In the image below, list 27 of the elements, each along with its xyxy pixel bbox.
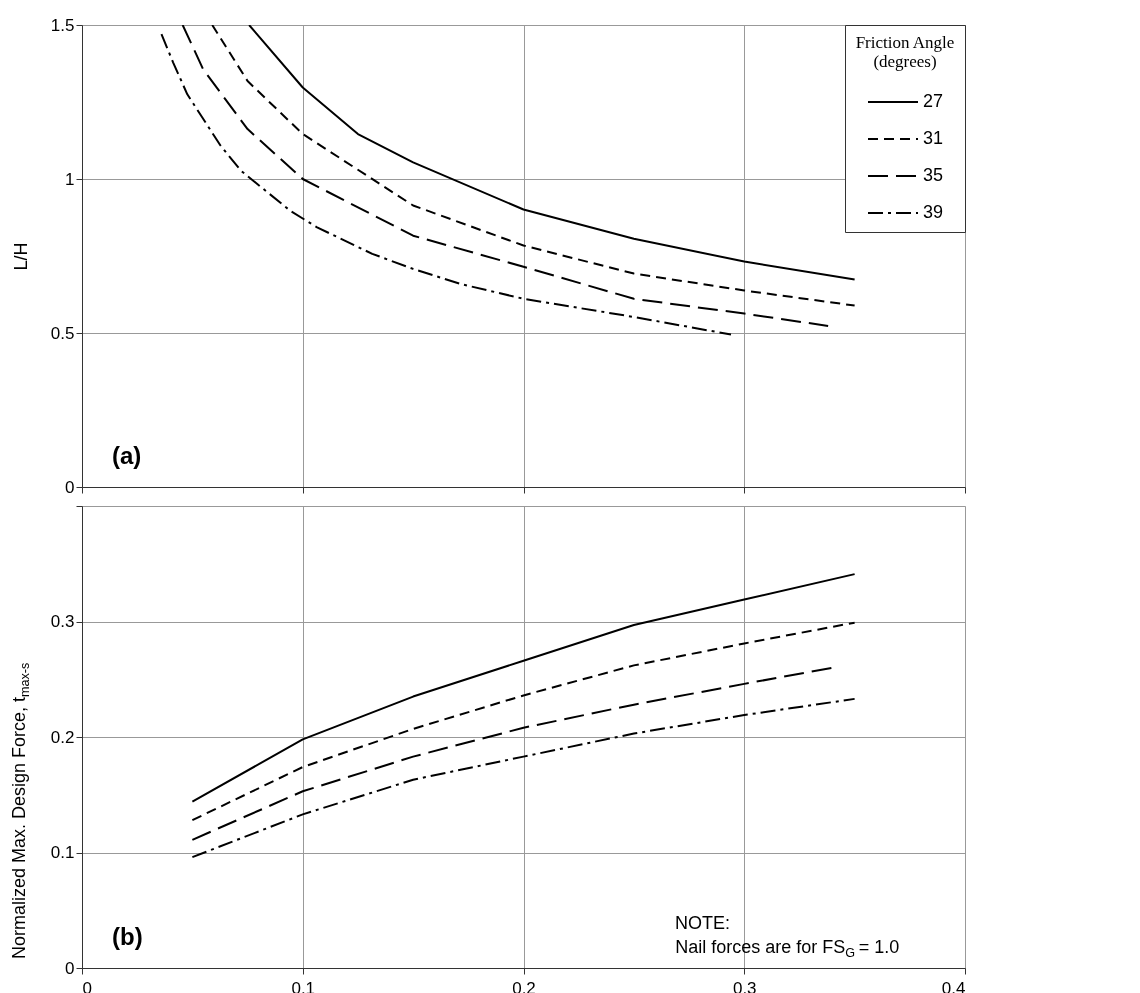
y-axis-title: L/H [10, 242, 31, 271]
y-tick-label: 0.5 [50, 323, 75, 343]
legend-label: 31 [923, 128, 944, 148]
legend-label: 39 [923, 202, 944, 222]
x-tick-label: 0 [82, 978, 92, 993]
y-tick-label: 0 [65, 477, 75, 497]
y-tick-label: 1 [65, 169, 75, 189]
y-tick-label: 0.1 [50, 843, 75, 862]
y-tick-label: 0.2 [50, 727, 75, 747]
line-series [191, 621, 856, 822]
legend-label: 27 [923, 91, 944, 111]
line-series [191, 573, 856, 803]
legend-label: 35 [923, 165, 944, 185]
y-tick-label: 0 [65, 958, 75, 978]
annotation: (a) [112, 442, 142, 469]
line-series [191, 666, 834, 841]
line-series [191, 697, 856, 859]
y-tick-label: 0.3 [50, 612, 75, 631]
y-tick-label: 1.5 [50, 15, 75, 35]
x-tick-label: 0.3 [732, 978, 757, 993]
x-tick-label: 0.2 [512, 978, 536, 993]
legend-title: Friction Angle (degrees) [855, 33, 955, 71]
y-axis-title: Normalized Max. Design Force, tmax-s [9, 662, 33, 960]
x-tick-label: 0.4 [941, 978, 966, 993]
annotation: (b) [112, 923, 143, 950]
line-series [160, 33, 733, 336]
x-tick-label: 0.1 [291, 978, 316, 993]
